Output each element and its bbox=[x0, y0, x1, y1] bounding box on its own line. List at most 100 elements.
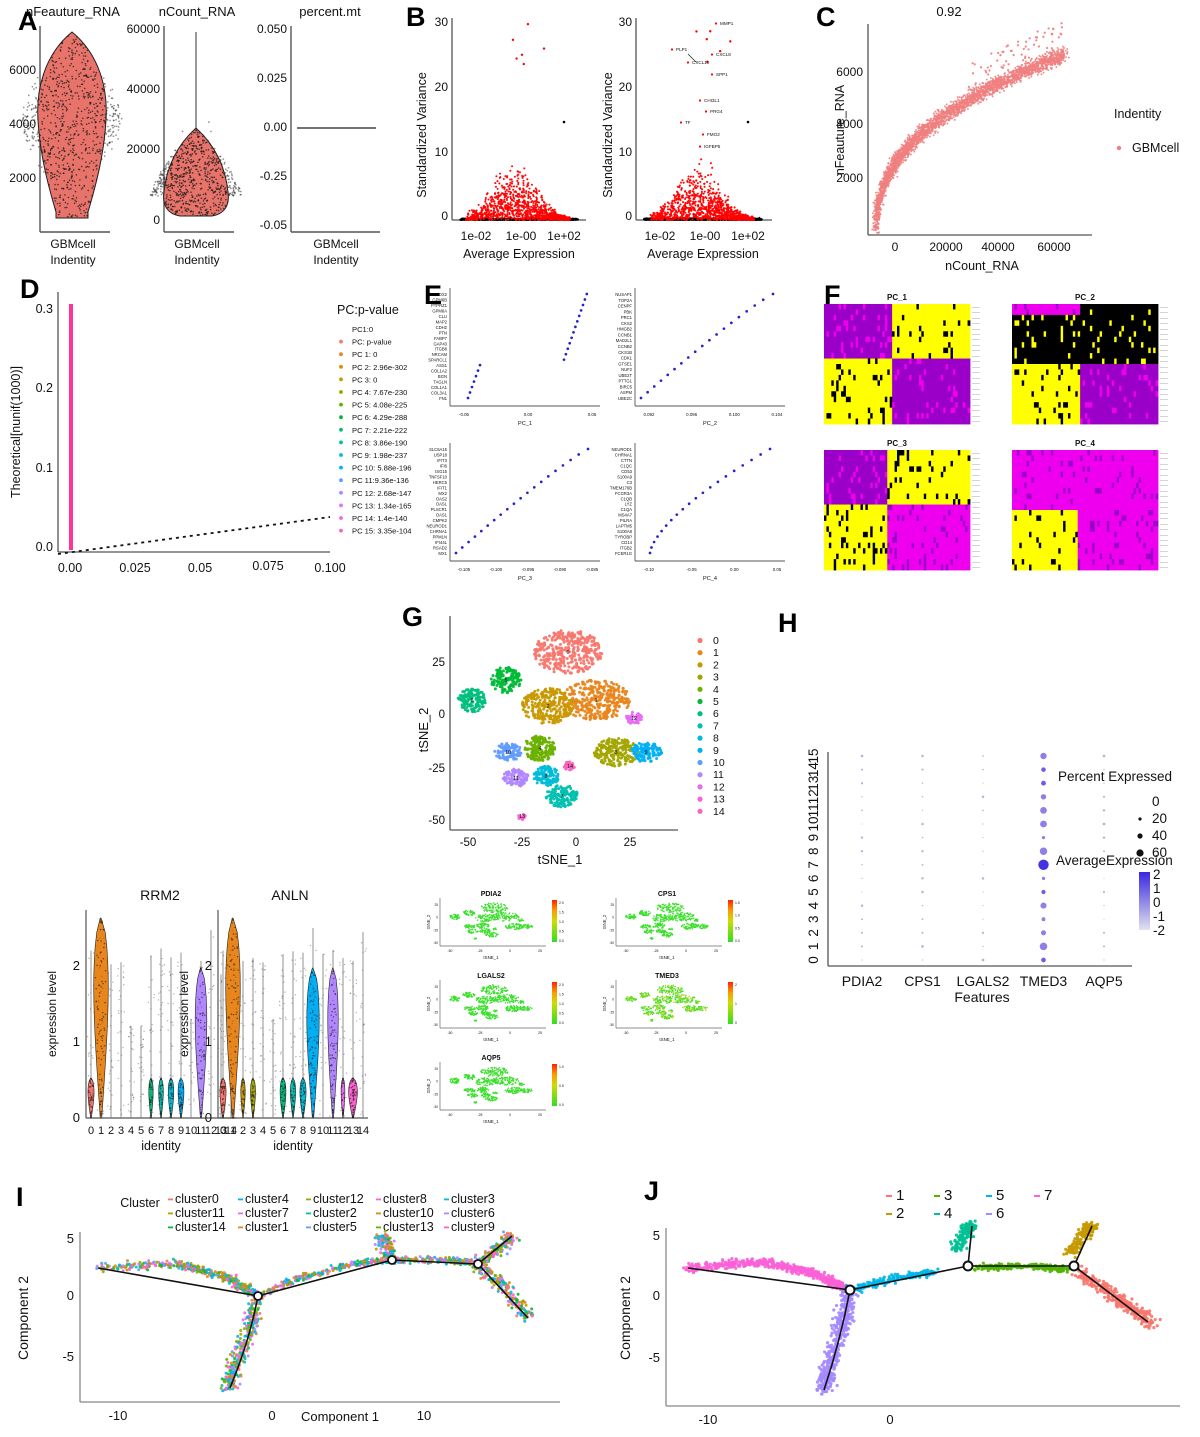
panel-a-violin-point bbox=[59, 204, 61, 207]
panel-a-violin-point bbox=[82, 117, 84, 120]
panel-a-violin-point bbox=[95, 71, 98, 74]
panel-a-violin-point bbox=[62, 158, 65, 160]
panel-a-jitter-point bbox=[153, 183, 156, 186]
panel-a-violin-point bbox=[223, 172, 225, 175]
panel-a-violin-point bbox=[37, 45, 39, 48]
panel-a-violin-point bbox=[74, 125, 77, 127]
panel-a-jitter-point bbox=[113, 125, 116, 128]
panel-a-violin-point bbox=[51, 173, 54, 175]
panel-a-jitter-point bbox=[106, 143, 109, 146]
panel-a-p2-xlabel-top: GBMcell bbox=[313, 237, 358, 251]
panel-a-jitter-point bbox=[24, 118, 27, 121]
panel-a-violin-point bbox=[88, 133, 91, 135]
panel-a-violin-point bbox=[86, 133, 88, 136]
panel-a-violin-point bbox=[204, 141, 207, 144]
panel-a-violin-point bbox=[207, 171, 209, 173]
panel-a-violin-point bbox=[222, 211, 225, 214]
panel-a-violin-point bbox=[215, 132, 217, 134]
panel-a-jitter-point bbox=[31, 124, 34, 126]
panel-a-violin-point bbox=[75, 120, 77, 123]
panel-a-violin-point bbox=[167, 140, 169, 142]
panel-b-scatter-left: Standardized Variance 30 20 10 0 1e-02 1… bbox=[415, 15, 586, 261]
panel-a-violin-point bbox=[86, 60, 89, 62]
panel-a-violin-point bbox=[208, 178, 211, 180]
panel-a-violin-point bbox=[102, 219, 104, 221]
panel-a-jitter-point bbox=[159, 190, 162, 193]
panel-a-violin-point bbox=[85, 123, 88, 125]
panel-a-violin-point bbox=[68, 179, 71, 181]
panel-a-violin-point bbox=[196, 133, 199, 136]
panel-a-jitter-point bbox=[34, 114, 36, 116]
panel-a-violin-point bbox=[95, 132, 98, 135]
panel-a-letter: A bbox=[18, 6, 38, 37]
panel-a-violin-point bbox=[55, 94, 57, 96]
panel-a-violin-point bbox=[58, 37, 61, 40]
panel-a-jitter-point bbox=[33, 88, 35, 90]
panel-a-p1-tick-1: 40000 bbox=[127, 82, 161, 96]
panel-a-violin-point bbox=[178, 182, 181, 184]
panel-a-violin-point bbox=[58, 157, 61, 160]
panel-a-violin-point bbox=[104, 207, 106, 209]
panel-a-violin-point bbox=[212, 158, 215, 161]
panel-a-violin-point bbox=[49, 45, 51, 48]
panel-a-jitter-point bbox=[163, 170, 166, 173]
panel-a-jitter-point bbox=[156, 188, 158, 191]
panel-a-jitter-point bbox=[25, 116, 28, 119]
panel-a-violin-point bbox=[174, 134, 176, 137]
panel-a-violin-point bbox=[75, 153, 78, 155]
panel-a-violin-point bbox=[200, 208, 202, 211]
panel-a-violin-point bbox=[65, 168, 67, 170]
panel-a-violin-point bbox=[217, 216, 219, 218]
panel-a-violin-point bbox=[184, 202, 187, 205]
panel-a-violin-point bbox=[171, 178, 173, 181]
panel-a-violin-point bbox=[101, 177, 103, 179]
panel-a-violin-point bbox=[205, 214, 208, 216]
panel-a-violin-point bbox=[213, 137, 216, 140]
panel-a-violin-point bbox=[67, 142, 69, 144]
panel-a-jitter-point bbox=[156, 186, 158, 189]
panel-a-violin-point bbox=[169, 158, 171, 161]
panel-a-violin-point bbox=[212, 215, 214, 216]
panel-a-jitter-point bbox=[230, 173, 233, 175]
panel-a-violin-point bbox=[58, 196, 61, 198]
panel-a-violin-point bbox=[218, 150, 220, 152]
panel-a-violin-point bbox=[49, 69, 52, 71]
panel-a-violin-point bbox=[181, 144, 184, 146]
panel-a-violin-point bbox=[97, 200, 100, 203]
panel-a-violin-point bbox=[104, 161, 106, 163]
panel-a-violin-point bbox=[93, 118, 96, 121]
panel-a-violin-point bbox=[37, 95, 39, 98]
panel-a-violin-point bbox=[214, 162, 217, 164]
panel-a-violin-point bbox=[56, 174, 58, 177]
panel-a-violin-point bbox=[192, 213, 194, 215]
panel-a-violin-point bbox=[217, 134, 219, 137]
panel-a-violin-point bbox=[190, 211, 192, 213]
panel-a-violin-point bbox=[43, 84, 46, 86]
panel-a-violin-point bbox=[58, 166, 60, 169]
panel-a-violin-point bbox=[104, 203, 106, 205]
panel-a-violin-point bbox=[49, 156, 51, 158]
panel-a-violin-point bbox=[44, 33, 47, 36]
panel-a-jitter-point bbox=[237, 186, 240, 189]
panel-a-violin-point bbox=[100, 149, 102, 152]
panel-a-violin-point bbox=[173, 174, 176, 176]
panel-a-violin-point bbox=[75, 130, 78, 132]
panel-a-violin-point bbox=[40, 204, 43, 206]
panel-a-violin-point bbox=[181, 155, 183, 158]
panel-a-violin-point bbox=[95, 115, 97, 117]
panel-a-violin-point bbox=[167, 156, 169, 159]
panel-a-violin-point bbox=[41, 68, 43, 71]
panel-a-violin-point bbox=[215, 163, 218, 166]
panel-a-jitter-point bbox=[34, 82, 36, 85]
panel-a-jitter-point bbox=[240, 193, 242, 196]
panel-a-violin-point bbox=[228, 136, 230, 138]
panel-a-violin-point bbox=[212, 143, 214, 146]
panel-a-jitter-point bbox=[157, 195, 159, 197]
panel-a-violin-point bbox=[167, 184, 170, 186]
panel-a-violin-point bbox=[181, 199, 184, 202]
panel-a-violin-point bbox=[46, 107, 48, 110]
panel-a-violin-point bbox=[82, 55, 85, 57]
panel-a-violin-point bbox=[229, 199, 231, 201]
panel-a-violin-point bbox=[50, 137, 53, 140]
panel-a-violin-point bbox=[45, 162, 47, 164]
